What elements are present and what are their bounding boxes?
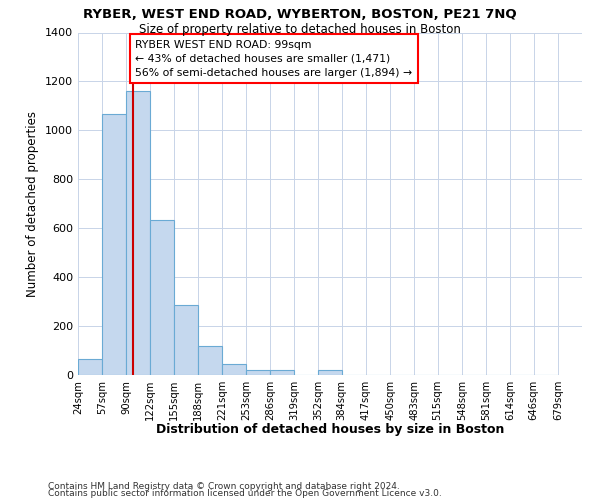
Bar: [102, 114, 127, 375]
Bar: [174, 306, 198, 375]
X-axis label: Distribution of detached houses by size in Boston: Distribution of detached houses by size …: [156, 423, 504, 436]
Bar: [150, 220, 174, 375]
Bar: [78, 359, 102, 375]
Y-axis label: Number of detached properties: Number of detached properties: [26, 111, 40, 296]
Bar: [270, 370, 294, 375]
Bar: [198, 346, 223, 375]
Text: Contains public sector information licensed under the Open Government Licence v3: Contains public sector information licen…: [48, 490, 442, 498]
Bar: [223, 364, 246, 375]
Text: Contains HM Land Registry data © Crown copyright and database right 2024.: Contains HM Land Registry data © Crown c…: [48, 482, 400, 491]
Bar: [318, 370, 342, 375]
Text: RYBER WEST END ROAD: 99sqm
← 43% of detached houses are smaller (1,471)
56% of s: RYBER WEST END ROAD: 99sqm ← 43% of deta…: [135, 40, 412, 78]
Bar: [246, 370, 270, 375]
Text: RYBER, WEST END ROAD, WYBERTON, BOSTON, PE21 7NQ: RYBER, WEST END ROAD, WYBERTON, BOSTON, …: [83, 8, 517, 20]
Bar: [127, 91, 150, 375]
Text: Size of property relative to detached houses in Boston: Size of property relative to detached ho…: [139, 22, 461, 36]
